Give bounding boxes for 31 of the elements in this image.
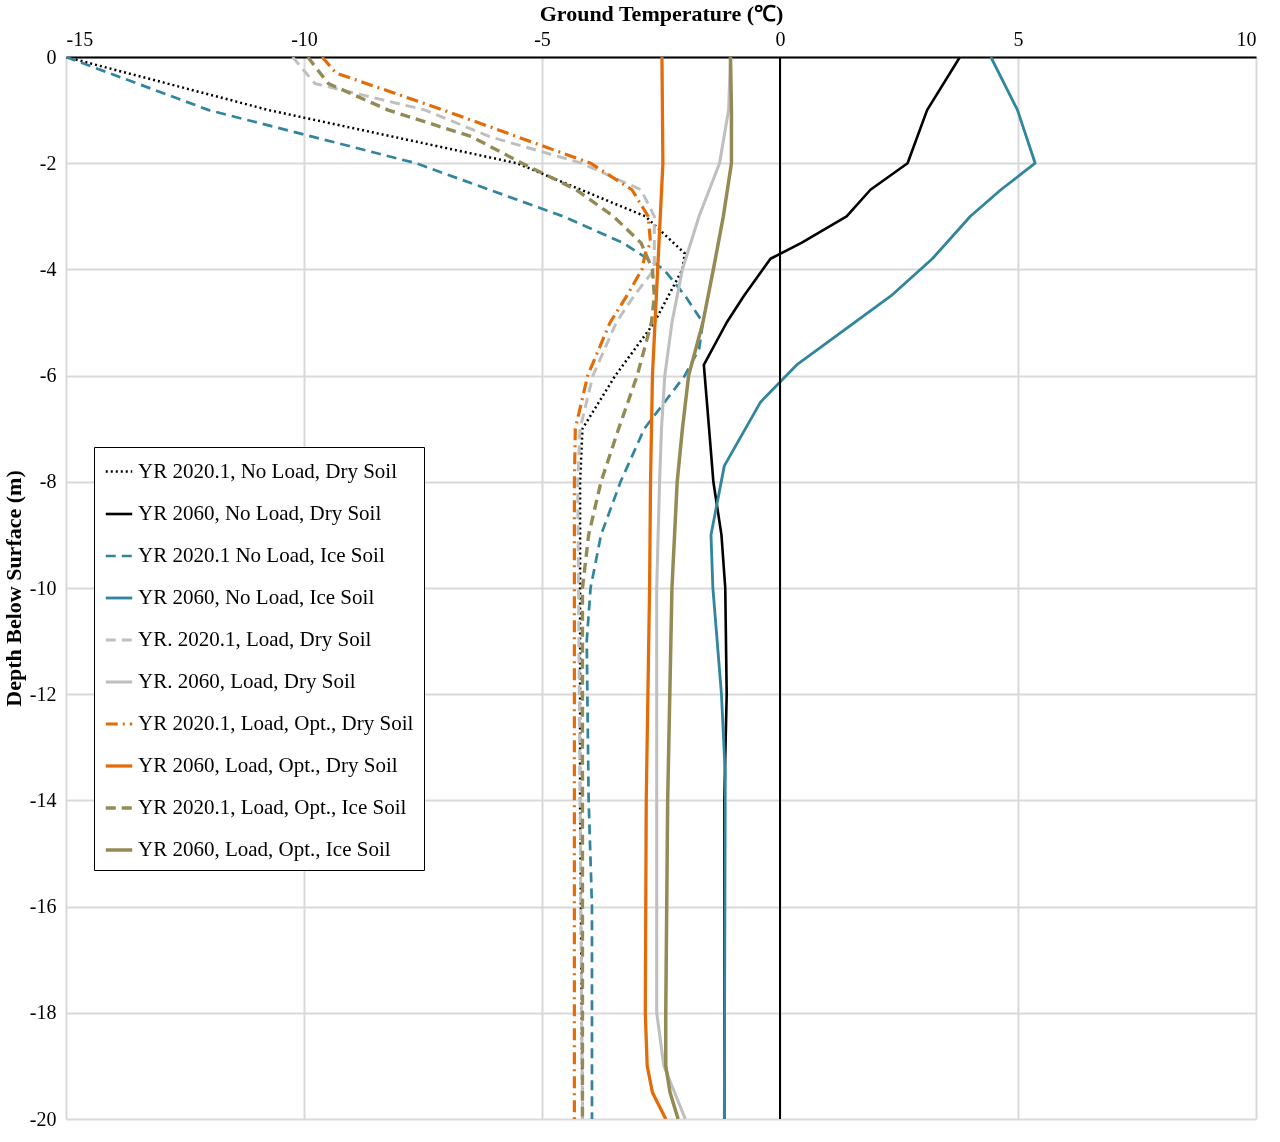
y-tick-label: -20 — [29, 1107, 57, 1130]
y-axis-title: Depth Below Surface (m) — [0, 470, 26, 707]
legend-label: YR 2060, Load, Opt., Dry Soil — [138, 753, 398, 777]
y-tick-label: 0 — [46, 45, 57, 68]
line-series — [643, 57, 668, 1119]
x-tick-label: 5 — [1013, 27, 1024, 50]
legend-label: YR 2020.1, No Load, Dry Soil — [138, 458, 398, 483]
y-tick-label: -2 — [39, 151, 57, 174]
y-tick-label: -14 — [29, 788, 57, 811]
x-tick-label: 0 — [775, 27, 786, 50]
x-tick-label: -10 — [291, 27, 318, 50]
y-tick-label: -12 — [29, 682, 57, 705]
legend-label: YR. 2060, Load, Dry Soil — [138, 669, 356, 693]
legend-label: YR 2020.1, Load, Opt., Ice Soil — [138, 795, 407, 819]
x-axis-title: Ground Temperature (℃) — [539, 0, 784, 26]
legend-label: YR 2020.1, Load, Opt., Dry Soil — [138, 711, 414, 735]
y-tick-label: -10 — [29, 576, 57, 599]
legend-label: YR 2060, No Load, Dry Soil — [138, 501, 382, 525]
x-tick-label: 10 — [1236, 27, 1257, 50]
y-tick-label: -4 — [39, 257, 57, 280]
x-tick-label: -15 — [66, 27, 94, 50]
y-tick-label: -16 — [29, 895, 57, 918]
legend-label: YR 2060, Load, Opt., Ice Soil — [138, 837, 391, 861]
y-tick-label: -18 — [29, 1001, 57, 1024]
y-tick-label: -6 — [39, 364, 57, 387]
y-tick-label: -8 — [39, 470, 57, 493]
legend-label: YR. 2020.1, Load, Dry Soil — [138, 627, 372, 651]
line-series — [709, 57, 1037, 1119]
legend-label: YR 2020.1 No Load, Ice Soil — [138, 543, 385, 567]
x-tick-label: -5 — [534, 27, 551, 50]
legend-label: YR 2060, No Load, Ice Soil — [138, 585, 375, 609]
